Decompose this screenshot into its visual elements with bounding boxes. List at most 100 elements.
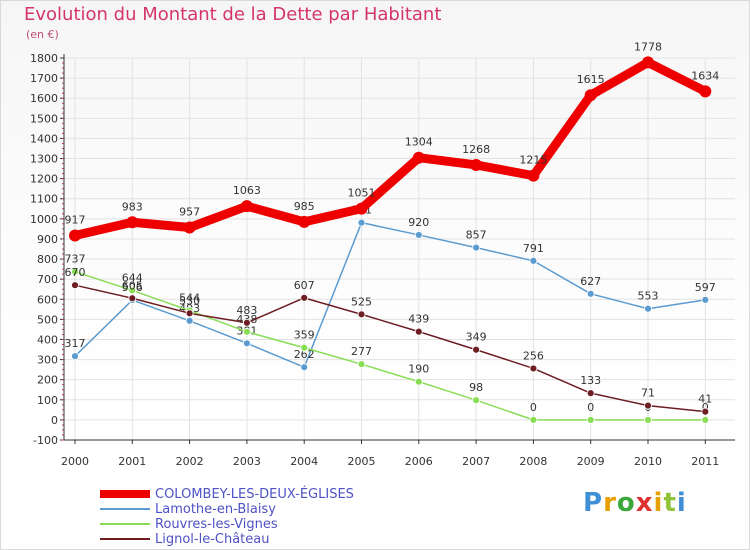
data-point (701, 415, 710, 424)
data-point (242, 339, 251, 348)
data-label: 1063 (233, 184, 261, 197)
data-point (357, 310, 366, 319)
data-label: 262 (294, 348, 315, 361)
x-tick-label: 2010 (634, 455, 662, 468)
data-label: 791 (523, 242, 544, 255)
y-tick-label: -100 (33, 434, 58, 447)
y-tick-label: 1600 (30, 92, 58, 105)
data-label: 41 (698, 393, 712, 406)
data-label: 349 (466, 331, 487, 344)
data-label: 530 (179, 294, 200, 307)
y-tick-label: 1700 (30, 72, 58, 85)
data-label: 190 (408, 363, 429, 376)
data-point (69, 229, 81, 242)
data-point (71, 281, 79, 290)
data-point (472, 243, 481, 252)
data-point (527, 169, 540, 182)
y-tick-label: 800 (37, 253, 58, 266)
proxiti-logo: Proxiti (583, 488, 687, 518)
data-point (298, 215, 311, 228)
data-label: 1215 (519, 154, 547, 167)
x-tick-label: 2004 (290, 455, 318, 468)
data-point (472, 345, 481, 354)
legend-swatch-lignol (100, 538, 150, 540)
data-point (300, 363, 309, 372)
data-label: 597 (695, 281, 716, 294)
data-point (584, 89, 597, 102)
y-tick-label: 600 (37, 293, 58, 306)
data-label: 0 (587, 401, 594, 414)
legend-swatch-colombey (100, 490, 150, 498)
y-tick-label: 700 (37, 273, 58, 286)
data-point (183, 221, 196, 234)
legend-label-rouvres: Rouvres-les-Vignes (155, 517, 278, 532)
data-point (470, 158, 483, 171)
data-point (71, 352, 79, 361)
y-tick-label: 500 (37, 313, 58, 326)
data-point (529, 256, 538, 265)
y-tick-label: 1300 (30, 153, 58, 166)
chart-title: Evolution du Montant de la Dette par Hab… (24, 4, 442, 25)
x-tick-label: 2008 (519, 455, 547, 468)
legend-label-lignol: Lignol-le-Château (155, 532, 270, 547)
data-point (71, 267, 79, 276)
data-point (699, 85, 712, 98)
data-point (644, 304, 652, 313)
y-tick-label: 1500 (30, 112, 58, 125)
x-tick-label: 2005 (348, 455, 376, 468)
data-label: 670 (65, 266, 86, 279)
y-tick-label: 1400 (30, 132, 58, 145)
data-point (357, 360, 366, 369)
x-tick-label: 2011 (691, 455, 719, 468)
data-label: 607 (294, 279, 315, 292)
data-label: 359 (294, 329, 315, 342)
data-point (412, 151, 425, 164)
x-tick-label: 2002 (176, 455, 204, 468)
data-label: 627 (580, 275, 601, 288)
data-point (586, 415, 595, 424)
x-tick-label: 2009 (577, 455, 605, 468)
y-tick-label: 0 (51, 414, 58, 427)
legend-label-lamothe: Lamothe-en-Blaisy (155, 502, 276, 517)
data-point (300, 293, 309, 302)
legend-swatch-rouvres (100, 523, 150, 525)
data-point (128, 286, 137, 295)
y-tick-label: 1000 (30, 213, 58, 226)
data-point (126, 216, 139, 229)
data-label: 920 (408, 216, 429, 229)
legend-label-colombey: COLOMBEY-LES-DEUX-ÉGLISES (155, 487, 354, 502)
x-tick-label: 2007 (462, 455, 490, 468)
data-point (529, 364, 538, 373)
y-tick-label: 1200 (30, 173, 58, 186)
data-point (185, 309, 194, 318)
data-point (586, 289, 595, 298)
x-tick-label: 2006 (405, 455, 433, 468)
data-label: 983 (122, 200, 143, 213)
data-label: 1051 (348, 187, 376, 200)
data-label: 256 (523, 349, 544, 362)
data-label: 98 (469, 381, 483, 394)
y-tick-label: 200 (37, 374, 58, 387)
data-label: 439 (408, 313, 429, 326)
series-line-1 (74, 221, 707, 368)
data-point (355, 202, 368, 215)
series-line-2 (74, 270, 707, 421)
legend-swatch-lamothe (100, 508, 150, 510)
data-label: 857 (466, 229, 487, 242)
chart-unit: (en €) (26, 28, 59, 41)
data-label: 1615 (577, 73, 605, 86)
data-label: 277 (351, 345, 372, 358)
x-tick-label: 2003 (233, 455, 261, 468)
data-point (472, 396, 481, 405)
data-label: 483 (236, 304, 257, 317)
y-tick-label: 1100 (30, 193, 58, 206)
data-label: 1268 (462, 143, 490, 156)
data-label: 1304 (405, 136, 433, 149)
y-tick-label: 900 (37, 233, 58, 246)
data-point (701, 295, 710, 304)
series-line-0 (70, 57, 710, 241)
data-label: 525 (351, 295, 372, 308)
data-label: 644 (122, 271, 143, 284)
y-tick-label: 100 (37, 394, 58, 407)
